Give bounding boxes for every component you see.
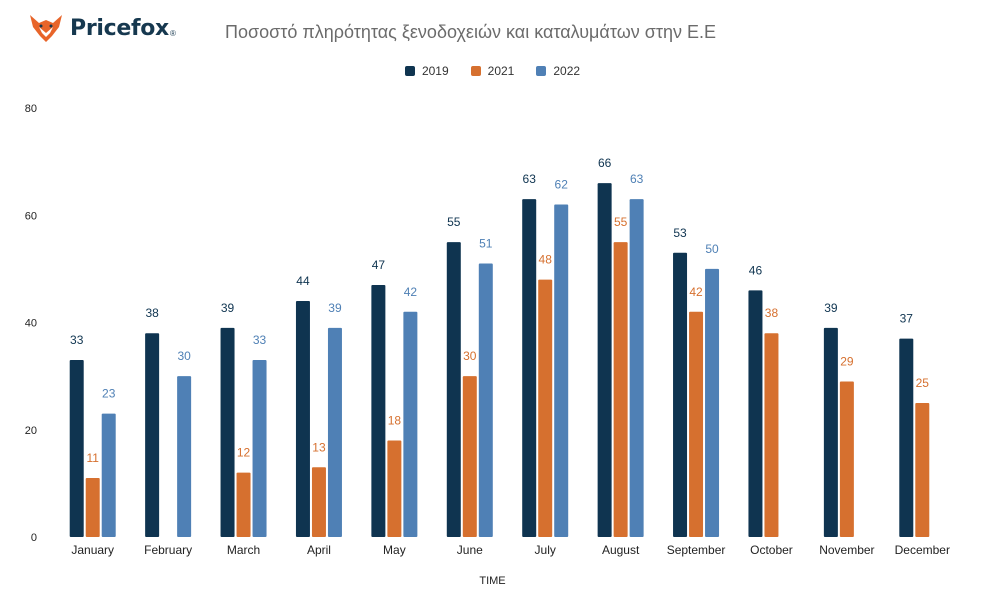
legend-item-2019: 2019 xyxy=(404,64,449,78)
bar-2021-january xyxy=(85,478,100,537)
data-label-2022-april: 39 xyxy=(328,301,342,315)
data-label-2019-february: 38 xyxy=(145,306,159,320)
brand-registered-mark: ® xyxy=(169,28,176,38)
x-tick-label-july: July xyxy=(535,543,556,557)
y-tick-label: 0 xyxy=(31,532,37,544)
x-tick-label-february: February xyxy=(144,543,192,557)
bar-2019-may xyxy=(371,284,386,537)
bar-2021-may xyxy=(387,440,402,537)
data-label-2019-august: 66 xyxy=(598,156,612,170)
y-tick-label: 60 xyxy=(25,210,37,222)
x-axis-title: TIME xyxy=(479,575,506,587)
bar-2019-november xyxy=(823,327,838,537)
data-label-2019-march: 39 xyxy=(221,301,235,315)
bar-2021-october xyxy=(764,333,779,537)
data-label-2022-january: 23 xyxy=(102,387,116,401)
bar-2022-march xyxy=(252,360,267,537)
data-label-2019-january: 33 xyxy=(70,333,84,347)
bar-2019-september xyxy=(673,252,688,537)
bar-2022-february xyxy=(177,376,192,537)
legend-swatch-2021 xyxy=(470,66,481,76)
legend-label-2021: 2021 xyxy=(487,64,515,78)
x-tick-label-december: December xyxy=(895,543,950,557)
data-label-2021-april: 13 xyxy=(312,440,326,454)
data-label-2021-march: 12 xyxy=(237,446,251,460)
bar-2019-october xyxy=(748,290,763,537)
bar-2021-september xyxy=(689,311,704,537)
y-tick-label: 80 xyxy=(25,103,37,115)
data-label-2019-june: 55 xyxy=(447,215,461,229)
x-tick-label-november: November xyxy=(819,543,874,557)
data-label-2021-june: 30 xyxy=(463,349,477,363)
data-label-2021-november: 29 xyxy=(840,354,854,368)
bar-2022-july xyxy=(554,204,569,537)
legend-swatch-2022 xyxy=(536,66,547,76)
x-tick-label-august: August xyxy=(602,543,640,557)
bar-2021-april xyxy=(311,467,326,537)
data-label-2022-february: 30 xyxy=(177,349,191,363)
bar-2021-july xyxy=(538,279,553,537)
bar-2021-november xyxy=(839,381,854,537)
bar-2019-june xyxy=(446,242,461,537)
y-tick-label: 20 xyxy=(25,425,37,437)
brand-logo: Pricefox ® xyxy=(26,10,176,46)
bar-2022-september xyxy=(705,268,720,537)
data-label-2021-may: 18 xyxy=(388,413,402,427)
data-label-2021-august: 55 xyxy=(614,215,628,229)
bar-2021-march xyxy=(236,472,251,537)
data-label-2019-september: 53 xyxy=(673,226,687,240)
x-tick-label-march: March xyxy=(227,543,260,557)
data-label-2021-january: 11 xyxy=(86,451,99,465)
bar-2019-july xyxy=(522,199,537,537)
data-label-2019-april: 44 xyxy=(296,274,310,288)
x-tick-label-april: April xyxy=(307,543,331,557)
bar-2022-april xyxy=(327,327,342,537)
bar-2019-february xyxy=(145,333,160,537)
legend-swatch-2019 xyxy=(404,66,415,76)
data-label-2021-september: 42 xyxy=(689,285,703,299)
data-label-2019-may: 47 xyxy=(372,258,386,272)
bar-2019-april xyxy=(295,301,310,537)
bar-2019-january xyxy=(69,360,84,537)
legend-label-2019: 2019 xyxy=(421,64,449,78)
data-label-2021-july: 48 xyxy=(539,253,553,267)
data-label-2021-october: 38 xyxy=(765,306,779,320)
data-label-2022-july: 62 xyxy=(555,178,569,192)
bar-2021-december xyxy=(915,402,930,537)
bar-2019-august xyxy=(597,183,612,537)
data-label-2019-july: 63 xyxy=(523,172,537,186)
data-label-2022-june: 51 xyxy=(479,237,493,251)
bar-2022-january xyxy=(101,413,116,537)
data-label-2022-may: 42 xyxy=(404,285,418,299)
x-tick-label-june: June xyxy=(457,543,483,557)
x-tick-label-september: September xyxy=(667,543,726,557)
data-label-2021-december: 25 xyxy=(916,376,930,390)
data-label-2022-march: 33 xyxy=(253,333,267,347)
brand-name: Pricefox xyxy=(70,15,169,41)
bar-2021-june xyxy=(462,376,477,537)
x-tick-label-may: May xyxy=(383,543,406,557)
legend-item-2022: 2022 xyxy=(536,64,580,78)
x-tick-label-january: January xyxy=(71,543,114,557)
data-label-2019-november: 39 xyxy=(824,301,838,315)
bar-2021-august xyxy=(613,242,628,537)
bar-2022-june xyxy=(478,263,493,537)
chart-title: Ποσοστό πληρότητας ξενοδοχειών και καταλ… xyxy=(225,22,716,42)
bar-2022-august xyxy=(629,199,644,537)
y-tick-label: 40 xyxy=(25,318,37,330)
chart-legend: 2019 2021 2022 xyxy=(0,64,985,78)
bar-2019-december xyxy=(899,338,914,537)
bar-2019-march xyxy=(220,327,235,537)
legend-item-2021: 2021 xyxy=(470,64,515,78)
x-tick-label-october: October xyxy=(750,543,793,557)
data-label-2019-december: 37 xyxy=(900,312,914,326)
fox-logo-icon xyxy=(30,15,62,42)
data-label-2022-september: 50 xyxy=(705,242,719,256)
legend-label-2022: 2022 xyxy=(553,64,581,78)
bar-2022-may xyxy=(403,311,418,537)
data-label-2022-august: 63 xyxy=(630,172,644,186)
data-label-2019-october: 46 xyxy=(749,263,763,277)
